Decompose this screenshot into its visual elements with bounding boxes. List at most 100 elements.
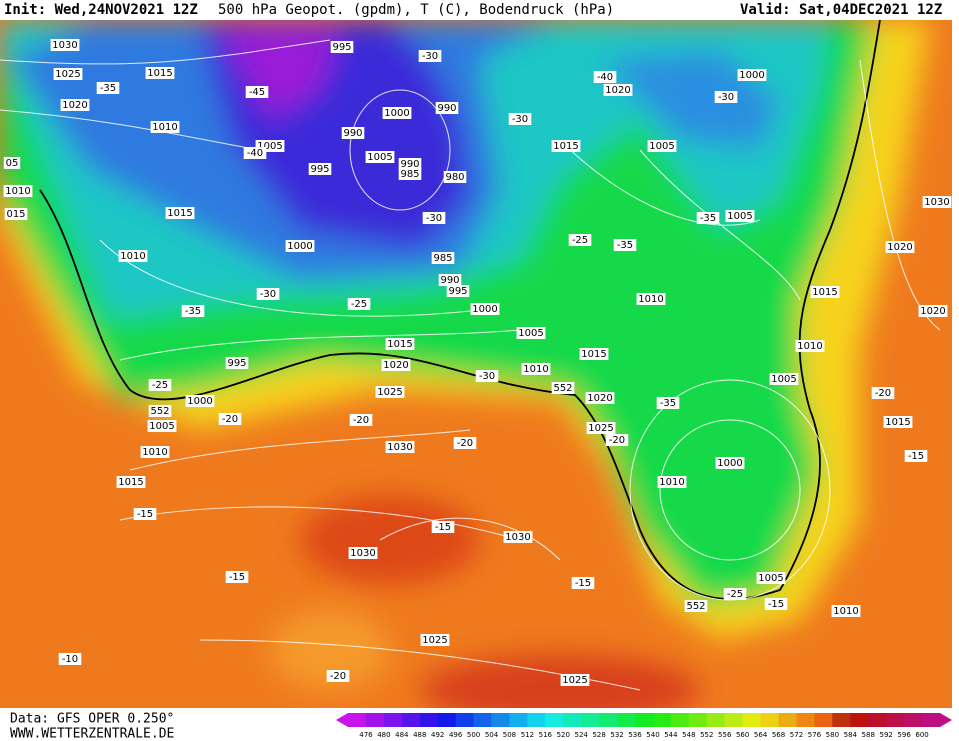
colorbar-swatch: [455, 713, 475, 727]
colorbar-swatch: [760, 713, 780, 727]
map-label: -35: [100, 83, 116, 94]
label-box: [684, 600, 708, 612]
colorbar-swatch: [581, 713, 600, 727]
contour-552: [39, 19, 881, 600]
label-box: [603, 84, 633, 96]
label-box: [904, 450, 928, 462]
colorbar-tick-label: 572: [790, 731, 803, 739]
label-box: [398, 168, 422, 180]
label-box: [385, 441, 415, 453]
map-label: 1000: [187, 396, 212, 407]
label-box: [133, 508, 157, 520]
colorbar-tick-label: 592: [879, 731, 892, 739]
map-label: 1000: [384, 108, 409, 119]
map-label: 990: [440, 275, 459, 286]
map-label: 1015: [581, 349, 606, 360]
colorbar-tick-label: 600: [915, 731, 928, 739]
colorbar-tick-label: 596: [897, 731, 911, 739]
label-box: [516, 327, 546, 339]
colorbar-arrow: [336, 713, 348, 727]
map-label: 995: [448, 286, 467, 297]
colorbar-swatch: [383, 713, 403, 727]
label-box: [656, 397, 680, 409]
map-label: 1005: [257, 141, 282, 152]
label-box: [341, 127, 365, 139]
colorbar-tick-label: 576: [808, 731, 822, 739]
label-box: [150, 121, 180, 133]
colorbar-swatch: [348, 713, 367, 727]
map-label: 1010: [142, 447, 167, 458]
map-label: -25: [572, 235, 588, 246]
map-label: 1025: [55, 69, 80, 80]
colorbar-swatch: [437, 713, 457, 727]
colorbar-swatch: [599, 713, 618, 727]
colorbar-tick-label: 476: [359, 731, 373, 739]
label-box: [349, 414, 373, 426]
colorbar-tick-label: 588: [862, 731, 875, 739]
label-box: [53, 68, 83, 80]
map-label: -20: [330, 671, 346, 682]
colorbar-swatch: [688, 713, 708, 727]
map-label: 1015: [812, 287, 837, 298]
map-label: 1000: [717, 458, 742, 469]
map-label: -40: [247, 148, 263, 159]
colorbar-swatch: [563, 713, 582, 727]
data-source: Data: GFS OPER 0.250°: [10, 712, 174, 727]
label-box: [696, 212, 720, 224]
map-label: 1010: [152, 122, 177, 133]
colorbar-swatch: [670, 713, 690, 727]
colorbar-arrow: [940, 713, 952, 727]
colorbar-tick-label: 512: [521, 731, 534, 739]
label-box: [385, 338, 415, 350]
label-box: [431, 252, 455, 264]
label-box: [764, 598, 788, 610]
map-label: 1020: [920, 306, 945, 317]
map-label: -30: [512, 114, 528, 125]
map-label: 1030: [52, 40, 77, 51]
label-box: [725, 210, 755, 222]
colorbar-swatch: [850, 713, 869, 727]
label-box: [431, 521, 455, 533]
label-box: [723, 588, 747, 600]
label-box: [586, 422, 616, 434]
map-label: -15: [575, 578, 591, 589]
map-label: -15: [908, 451, 924, 462]
colorbar-tick-label: 540: [646, 731, 659, 739]
map-label: 1005: [367, 152, 392, 163]
map-label: 1005: [649, 141, 674, 152]
label-box: [3, 157, 21, 169]
map-label: 1010: [833, 606, 858, 617]
label-box: [225, 571, 249, 583]
map-label: -35: [700, 213, 716, 224]
map-label: 1010: [120, 251, 145, 262]
colorbar-swatch: [922, 713, 941, 727]
map-label: -35: [185, 306, 201, 317]
map-title: 500 hPa Geopot. (gpdm), T (C), Bodendruc…: [218, 2, 614, 18]
label-box: [831, 605, 861, 617]
map-label: 995: [310, 164, 329, 175]
colorbar-tick-label: 508: [503, 731, 516, 739]
map-label: 1005: [149, 421, 174, 432]
label-box: [503, 531, 533, 543]
colorbar-tick-label: 520: [557, 731, 570, 739]
label-box: [551, 140, 581, 152]
colorbar-tick-label: 492: [431, 731, 444, 739]
label-box: [330, 41, 354, 53]
label-box: [593, 71, 617, 83]
colorbar-swatch: [635, 713, 654, 727]
map-label: -30: [718, 92, 734, 103]
colorbar-tick-label: 480: [377, 731, 390, 739]
map-label: -30: [260, 289, 276, 300]
map-label: 1015: [147, 68, 172, 79]
colorbar-swatch: [473, 713, 493, 727]
label-box: [145, 67, 175, 79]
colorbar-tick-label: 516: [539, 731, 553, 739]
colorbar-swatch: [491, 713, 510, 727]
map-label: 990: [343, 128, 362, 139]
label-box: [737, 69, 767, 81]
label-box: [147, 420, 177, 432]
colorbar-swatch: [868, 713, 887, 727]
map-label: 1010: [5, 186, 30, 197]
